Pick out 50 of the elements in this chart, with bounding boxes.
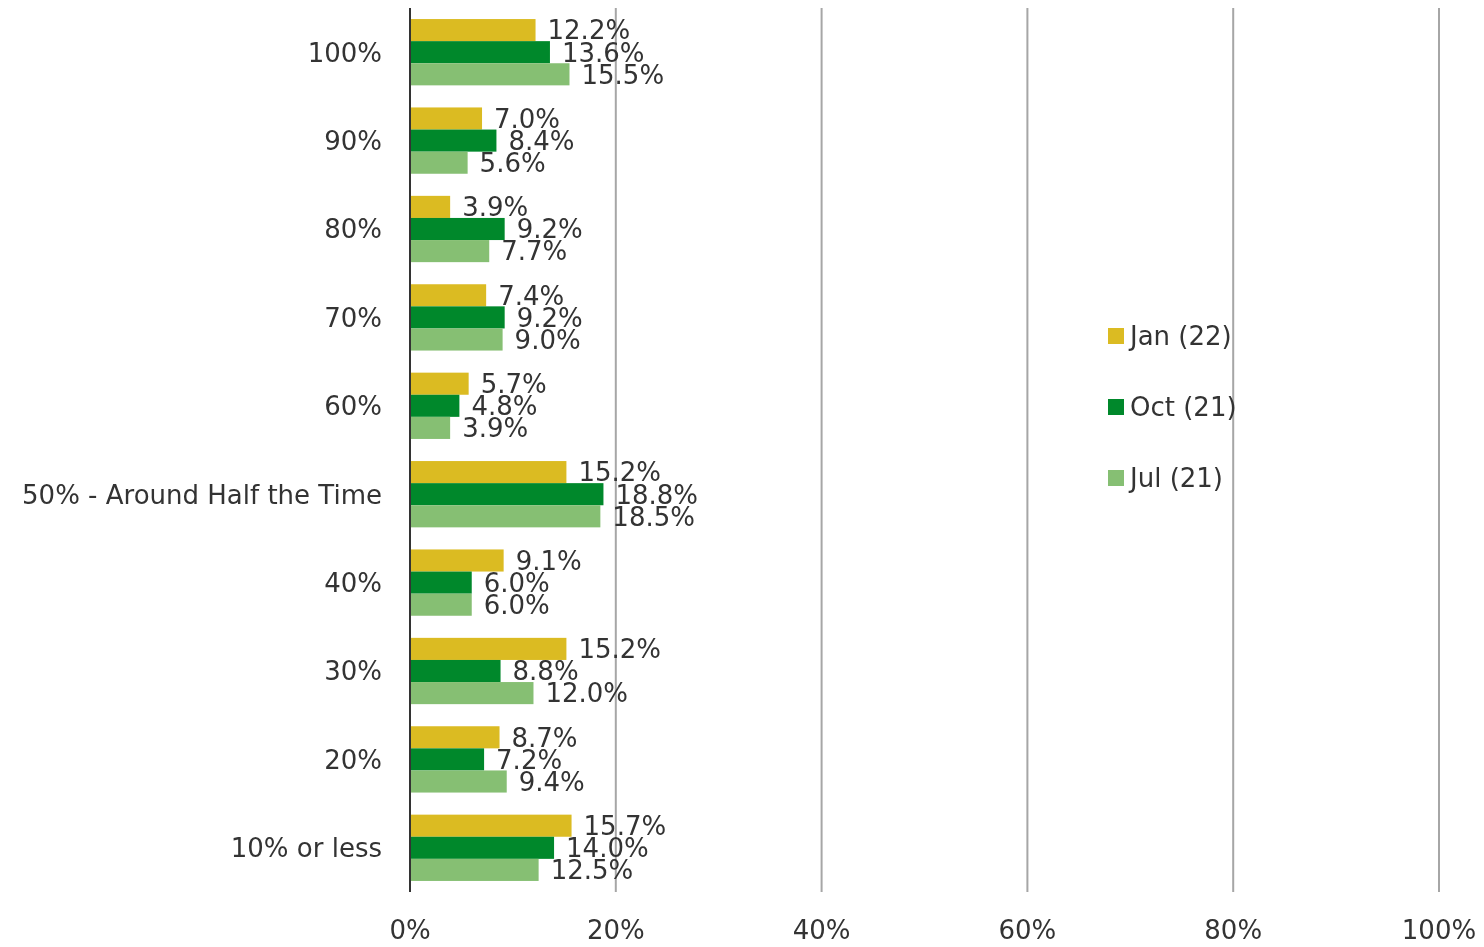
bar	[410, 682, 534, 705]
y-tick-label: 30%	[324, 656, 382, 687]
x-tick-label: 40%	[792, 915, 851, 946]
x-tick-label: 100%	[1401, 915, 1477, 946]
bar	[410, 461, 567, 484]
x-tick-label: 0%	[389, 915, 431, 946]
bar	[410, 571, 472, 594]
bar	[410, 505, 601, 528]
legend-label: Jul (21)	[1128, 463, 1224, 494]
bar	[410, 284, 487, 307]
bar	[410, 41, 550, 64]
y-tick-label: 60%	[324, 391, 382, 422]
y-tick-label: 100%	[307, 37, 382, 68]
bar	[410, 836, 555, 859]
bar	[410, 637, 567, 660]
y-tick-label: 80%	[324, 214, 382, 245]
y-tick-label: 70%	[324, 302, 382, 333]
bar	[410, 858, 539, 881]
legend-label: Jan (22)	[1128, 321, 1232, 352]
bar	[410, 19, 536, 42]
bar	[410, 659, 501, 683]
x-tick-label: 60%	[998, 915, 1057, 946]
bar	[410, 770, 507, 793]
bar	[410, 394, 460, 417]
data-label: 15.2%	[578, 634, 662, 665]
x-tick-label: 80%	[1204, 915, 1263, 946]
bar	[410, 240, 490, 263]
x-tick-label: 20%	[586, 915, 645, 946]
bar	[410, 217, 505, 241]
bar	[410, 549, 504, 572]
y-tick-label: 90%	[324, 125, 382, 156]
bar	[410, 151, 468, 174]
bar	[410, 107, 483, 130]
bar	[410, 814, 572, 837]
bar	[410, 129, 497, 152]
legend-label: Oct (21)	[1130, 392, 1237, 423]
bar	[410, 372, 469, 395]
bar	[410, 593, 472, 616]
bar	[410, 416, 451, 439]
bar	[410, 195, 451, 218]
bar	[410, 483, 604, 506]
bar	[410, 726, 500, 749]
bar	[410, 306, 505, 329]
bar	[410, 748, 485, 771]
y-tick-label: 20%	[324, 744, 382, 775]
bar	[410, 328, 503, 351]
y-tick-label: 40%	[324, 567, 382, 598]
y-tick-label: 10% or less	[230, 833, 382, 864]
bar	[410, 63, 570, 86]
y-tick-label: 50% - Around Half the Time	[22, 479, 382, 510]
